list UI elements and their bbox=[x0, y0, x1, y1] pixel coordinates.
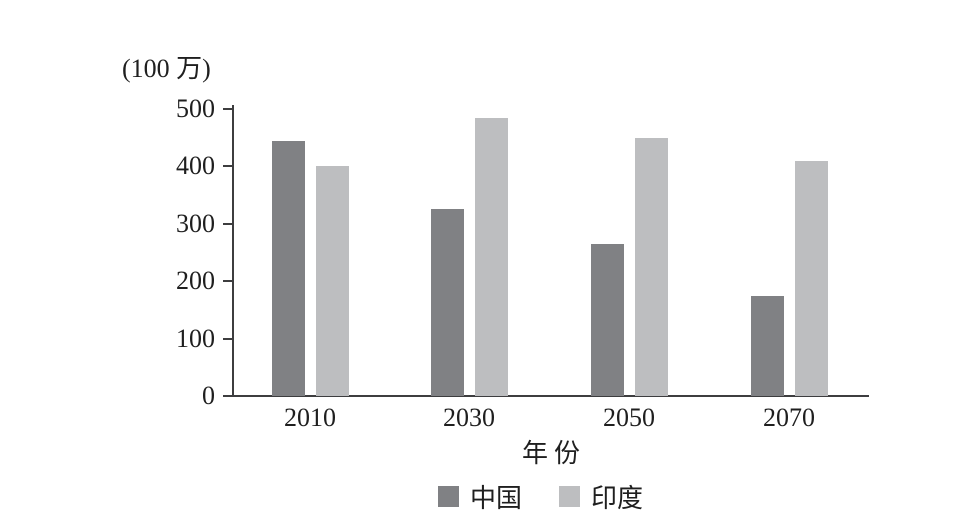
legend-label-china: 中国 bbox=[470, 484, 523, 513]
y-tick-mark bbox=[223, 165, 232, 168]
y-tick-mark bbox=[223, 280, 232, 283]
x-axis bbox=[232, 395, 869, 397]
y-tick-mark bbox=[223, 395, 232, 397]
bar-china-2010 bbox=[271, 140, 305, 396]
bar-india-2010 bbox=[315, 166, 349, 396]
y-axis bbox=[232, 105, 234, 397]
legend-swatch-china bbox=[438, 486, 459, 507]
bar-china-2030 bbox=[430, 209, 464, 396]
legend-label-india: 印度 bbox=[591, 484, 644, 513]
x-tick-label-2010: 2010 bbox=[284, 403, 336, 432]
y-tick-label: 300 bbox=[176, 208, 215, 238]
y-tick-label: 500 bbox=[176, 94, 215, 123]
bar-india-2050 bbox=[634, 137, 668, 396]
y-tick-label: 0 bbox=[202, 381, 215, 410]
x-axis-title: 年份 bbox=[521, 439, 587, 468]
bar-china-2050 bbox=[590, 243, 624, 396]
x-tick-label-2070: 2070 bbox=[763, 403, 815, 432]
y-tick-label: 100 bbox=[176, 323, 215, 353]
y-tick-label: 400 bbox=[176, 151, 215, 181]
bar-china-2070 bbox=[750, 295, 784, 396]
legend: 中国 印度 bbox=[438, 478, 643, 515]
legend-item-india: 印度 bbox=[559, 478, 643, 515]
x-tick-label-2050: 2050 bbox=[603, 403, 655, 432]
y-tick-mark bbox=[223, 337, 232, 340]
x-tick-label-2030: 2030 bbox=[443, 403, 495, 432]
y-tick-mark bbox=[223, 108, 232, 110]
y-tick-mark bbox=[223, 222, 232, 225]
y-tick-label: 200 bbox=[176, 266, 215, 296]
legend-item-china: 中国 bbox=[438, 478, 522, 515]
bar-india-2070 bbox=[794, 160, 828, 396]
legend-swatch-india bbox=[559, 486, 581, 507]
y-axis-unit-label: (100 万) bbox=[122, 54, 211, 83]
bar-india-2030 bbox=[474, 117, 508, 396]
